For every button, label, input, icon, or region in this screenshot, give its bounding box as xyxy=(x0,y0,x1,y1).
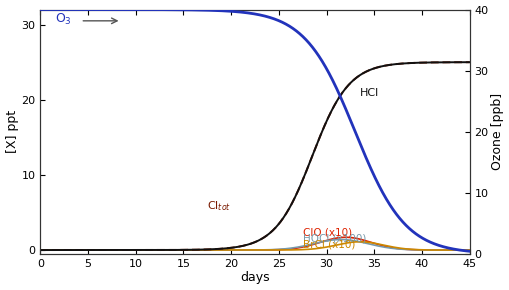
Text: BrCl (x10): BrCl (x10) xyxy=(302,240,354,250)
Text: ClO (x10): ClO (x10) xyxy=(302,228,351,238)
X-axis label: days: days xyxy=(240,271,269,284)
Text: HCl: HCl xyxy=(359,88,379,98)
Y-axis label: Ozone [ppb]: Ozone [ppb] xyxy=(491,93,503,170)
Text: Cl$_{tot}$: Cl$_{tot}$ xyxy=(207,199,231,213)
Y-axis label: [X] ppt: [X] ppt xyxy=(6,110,18,153)
Text: O$_3$: O$_3$ xyxy=(54,12,71,27)
Text: HOCl (x100): HOCl (x100) xyxy=(302,234,365,244)
